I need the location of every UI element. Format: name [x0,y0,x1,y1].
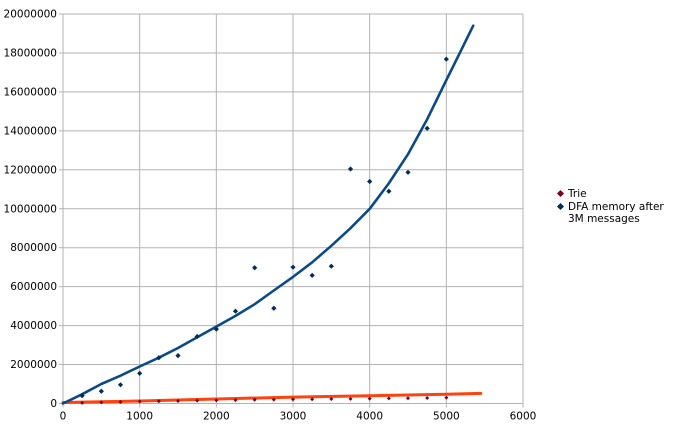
dfa-trend-line [61,24,475,405]
trie-data-point [310,397,315,402]
trie-data-point [444,395,449,400]
dfa-data-point [290,264,296,270]
trie-data-point [137,399,142,404]
trie-data-point [80,400,85,405]
trie-data-point [291,397,295,402]
dfa-data-point [175,352,181,359]
legend-label-dfa: DFA memory after 3M messages [568,201,664,225]
legend-item-trie: Trie [556,188,676,200]
dfa-data-point [443,56,449,62]
trie-data-point [271,397,276,402]
x-tick-label: 3000 [280,411,307,423]
dfa-data-point [347,166,354,172]
trie-data-point [118,399,123,404]
dfa-data-point [309,272,315,278]
x-tick-label: 2000 [203,411,230,423]
trie-data-point [252,397,257,402]
y-tick-label: 20000000 [4,9,57,21]
x-tick-label: 6000 [510,411,537,423]
y-tick-label: 12000000 [4,164,57,176]
trie-data-point [99,400,104,405]
trie-data-point [367,396,372,401]
trie-data-point [176,398,180,403]
trie-data-point [329,397,334,402]
y-tick-label: 18000000 [4,47,57,59]
x-tick-label: 1000 [126,411,153,423]
trie-data-point [386,396,391,401]
trie-data-point [425,395,430,400]
chart-legend: Trie DFA memory after 3M messages [556,188,676,226]
dfa-data-point [328,263,334,269]
dfa-data-point [117,382,124,388]
dfa-data-point [405,169,411,175]
dfa-data-point [367,178,373,185]
trie-data-point [233,398,238,403]
dfa-data-point [156,355,162,361]
dfa-data-point [137,370,143,376]
trie-trend-line [61,391,483,404]
trie-data-point [195,398,200,403]
y-tick-label: 14000000 [4,125,57,137]
dfa-data-point [194,333,200,340]
legend-label-trie: Trie [568,188,587,200]
legend-item-dfa: DFA memory after 3M messages [556,201,676,225]
x-tick-label: 5000 [433,411,460,423]
dfa-data-point [424,125,430,131]
x-tick-label: 0 [60,411,67,423]
trie-data-point [214,398,219,403]
dfa-data-point [386,188,392,194]
trie-data-point [156,399,161,404]
dfa-marker-icon [556,202,565,211]
y-tick-label: 0 [50,398,57,410]
trie-data-point [406,396,410,401]
dfa-data-point [213,326,219,332]
trie-marker-icon [556,189,565,198]
y-tick-label: 8000000 [10,242,57,254]
y-tick-label: 2000000 [10,359,57,371]
dfa-data-point [79,393,85,399]
y-tick-label: 6000000 [10,281,57,293]
x-tick-label: 4000 [356,411,383,423]
y-tick-label: 4000000 [10,320,57,332]
dfa-data-point [271,305,277,311]
y-tick-label: 10000000 [4,203,57,215]
dfa-data-point [232,308,239,314]
dfa-data-point [252,265,258,271]
y-tick-label: 16000000 [4,86,57,98]
dfa-data-point [98,388,104,394]
trie-data-point [348,396,353,401]
